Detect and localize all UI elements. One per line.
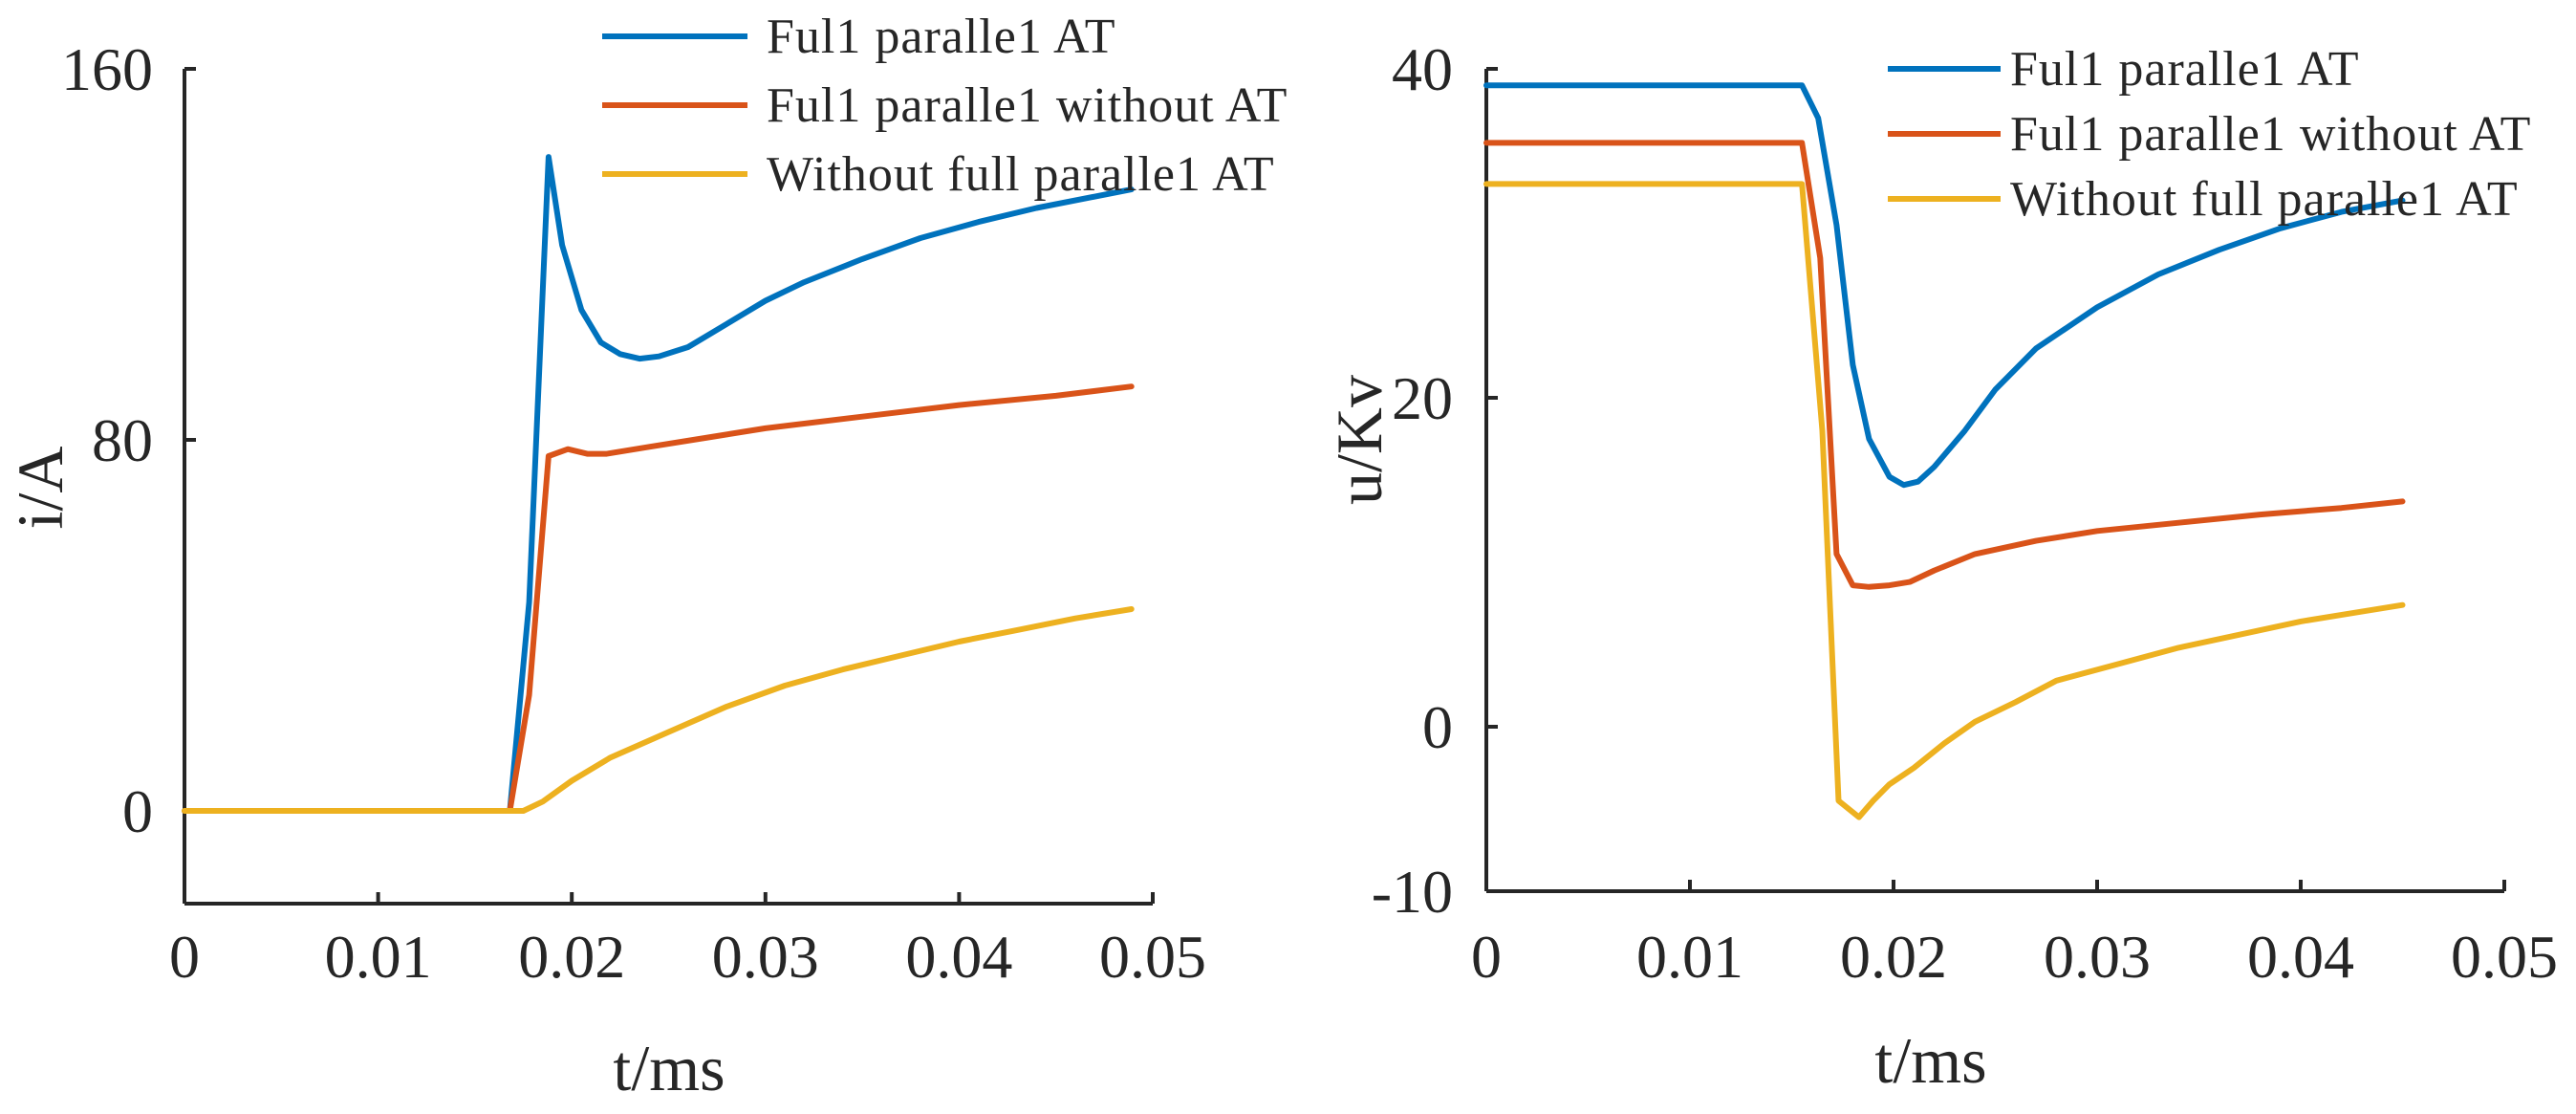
current-legend-label-3: Without full paralle1 AT (767, 147, 1275, 202)
current-y-tick-label: 0 (122, 777, 153, 845)
voltage-x-tick-label: 0 (1471, 923, 1502, 991)
voltage-chart: 0 0.01 0.02 0.03 0.04 0.05 -10 0 20 40 t/ms u/Kv Ful… (1323, 35, 2558, 1097)
voltage-legend-label-1: Ful1 paralle1 AT (2010, 42, 2360, 97)
voltage-series-3-line (1483, 181, 2406, 820)
current-x-tick-label: 0 (169, 923, 200, 991)
current-y-axis-title: i/A (4, 447, 76, 530)
current-x-tick-label: 0.04 (905, 923, 1012, 991)
current-x-tick-label: 0.02 (518, 923, 625, 991)
current-x-tick-label: 0.01 (325, 923, 432, 991)
voltage-legend-label-2: Ful1 paralle1 without AT (2010, 107, 2531, 162)
current-x-axis-title: t/ms (613, 1032, 725, 1104)
voltage-x-axis-title: t/ms (1874, 1024, 1986, 1097)
voltage-legend-label-3: Without full paralle1 AT (2010, 172, 2519, 227)
voltage-y-tick-label: 0 (1422, 693, 1453, 761)
voltage-y-axis-title: u/Kv (1323, 375, 1396, 505)
current-legend-label-1: Ful1 paralle1 AT (767, 10, 1116, 64)
current-x-tick-label: 0.03 (712, 923, 819, 991)
voltage-y-tick-label: -10 (1372, 858, 1453, 926)
voltage-series-2-line (1483, 140, 2406, 590)
voltage-y-tick-label: 40 (1392, 35, 1453, 103)
current-series-2-line (182, 383, 1135, 814)
voltage-y-tick-label: 20 (1392, 364, 1453, 432)
voltage-x-tick-label: 0.05 (2451, 923, 2558, 991)
voltage-x-tick-label: 0.04 (2247, 923, 2354, 991)
current-x-tick-label: 0.05 (1099, 923, 1206, 991)
voltage-x-tick-label: 0.03 (2044, 923, 2151, 991)
voltage-series-1-line (1483, 82, 2406, 489)
current-series-3-line (182, 606, 1135, 814)
current-chart: 0 0.01 0.02 0.03 0.04 0.05 0 80 160 t/ms i/A Ful1 p… (4, 10, 1288, 1104)
voltage-x-tick-label: 0.02 (1840, 923, 1947, 991)
current-y-tick-label: 160 (61, 35, 153, 103)
voltage-x-tick-label: 0.01 (1636, 923, 1743, 991)
current-legend-label-2: Ful1 paralle1 without AT (767, 78, 1288, 133)
current-series-1-line (182, 154, 1135, 814)
current-y-tick-label: 80 (92, 406, 153, 474)
